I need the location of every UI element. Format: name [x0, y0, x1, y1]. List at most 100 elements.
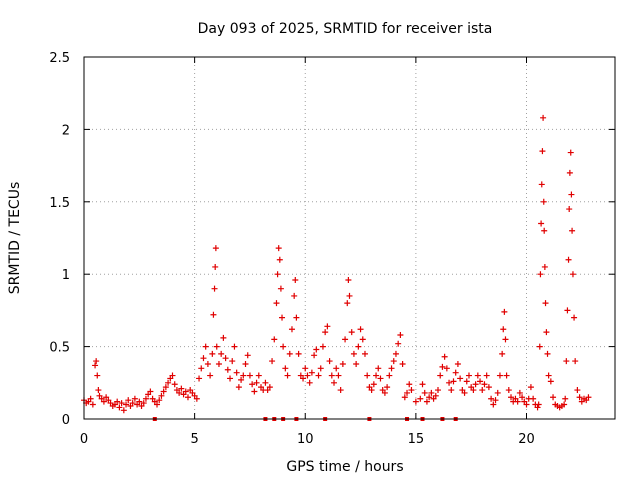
- data-point: [457, 375, 464, 382]
- data-point: [158, 392, 165, 399]
- data-point: [335, 372, 342, 379]
- data-point: [275, 245, 282, 252]
- data-point: [215, 360, 222, 367]
- data-point: [295, 350, 302, 357]
- data-point: [419, 381, 426, 388]
- data-point: [240, 372, 247, 379]
- data-point: [315, 372, 322, 379]
- data-point: [514, 398, 521, 405]
- data-point: [196, 375, 203, 382]
- data-point: [249, 381, 256, 388]
- data-point: [508, 394, 515, 401]
- data-point: [198, 365, 205, 372]
- data-point: [229, 358, 236, 365]
- data-point: [536, 343, 543, 350]
- data-point: [541, 227, 548, 234]
- x-tick-label: 10: [297, 432, 314, 447]
- data-point: [470, 387, 477, 394]
- data-point: [92, 362, 99, 369]
- data-point: [328, 372, 335, 379]
- data-point: [331, 379, 338, 386]
- data-point: [568, 191, 575, 198]
- data-point: [361, 350, 368, 357]
- data-point: [218, 350, 225, 357]
- data-point: [262, 379, 269, 386]
- data-point: [235, 384, 242, 391]
- data-point: [116, 404, 123, 411]
- data-point: [273, 300, 280, 307]
- data-point: [165, 379, 172, 386]
- y-tick-label: 2: [62, 123, 70, 138]
- data-point: [364, 372, 371, 379]
- data-point: [550, 394, 557, 401]
- data-point: [313, 346, 320, 353]
- data-point: [274, 271, 281, 278]
- data-point: [381, 389, 388, 396]
- data-point: [308, 369, 315, 376]
- data-point: [465, 372, 472, 379]
- data-point: [280, 343, 287, 350]
- data-point: [448, 387, 455, 394]
- data-point: [311, 352, 318, 359]
- x-tick-label: 15: [408, 432, 425, 447]
- data-point: [209, 350, 216, 357]
- data-point: [412, 398, 419, 405]
- plot-border: [83, 56, 616, 420]
- data-point: [404, 389, 411, 396]
- data-point: [182, 388, 189, 395]
- data-point: [302, 365, 309, 372]
- data-point: [488, 395, 495, 402]
- data-point: [346, 292, 353, 299]
- data-point: [567, 149, 574, 156]
- data-point: [291, 292, 298, 299]
- data-point: [547, 378, 554, 385]
- data-point: [276, 256, 283, 263]
- data-point: [490, 401, 497, 408]
- data-point: [193, 395, 200, 402]
- data-point: [392, 350, 399, 357]
- data-point: [282, 365, 289, 372]
- data-point: [375, 365, 382, 372]
- data-point: [184, 394, 191, 401]
- data-point: [492, 397, 499, 404]
- data-point: [474, 372, 481, 379]
- data-point: [399, 360, 406, 367]
- data-point: [207, 372, 214, 379]
- data-point: [503, 372, 510, 379]
- data-point: [176, 389, 183, 396]
- data-point: [87, 395, 94, 402]
- data-point: [162, 384, 169, 391]
- data-point: [569, 271, 576, 278]
- data-point: [114, 398, 121, 405]
- data-point: [441, 353, 448, 360]
- data-point: [395, 340, 402, 347]
- data-point: [339, 360, 346, 367]
- data-point: [390, 358, 397, 365]
- data-point: [472, 381, 479, 388]
- data-point: [212, 245, 219, 252]
- data-point: [450, 378, 457, 385]
- data-point: [288, 326, 295, 333]
- data-point: [499, 350, 506, 357]
- data-point: [537, 271, 544, 278]
- data-point: [355, 343, 362, 350]
- y-tick-label: 1: [62, 268, 70, 283]
- data-point: [566, 206, 573, 213]
- data-point: [443, 365, 450, 372]
- grid-lines: [84, 57, 615, 419]
- data-point: [483, 372, 490, 379]
- data-point: [238, 376, 245, 383]
- data-point: [477, 378, 484, 385]
- data-point: [211, 285, 218, 292]
- data-point: [541, 263, 548, 270]
- data-point: [147, 388, 154, 395]
- data-point: [253, 379, 260, 386]
- data-point: [317, 365, 324, 372]
- data-point: [154, 401, 161, 408]
- data-point: [279, 314, 286, 321]
- data-point: [300, 375, 307, 382]
- data-point: [178, 385, 185, 392]
- data-point: [543, 329, 550, 336]
- data-point: [571, 314, 578, 321]
